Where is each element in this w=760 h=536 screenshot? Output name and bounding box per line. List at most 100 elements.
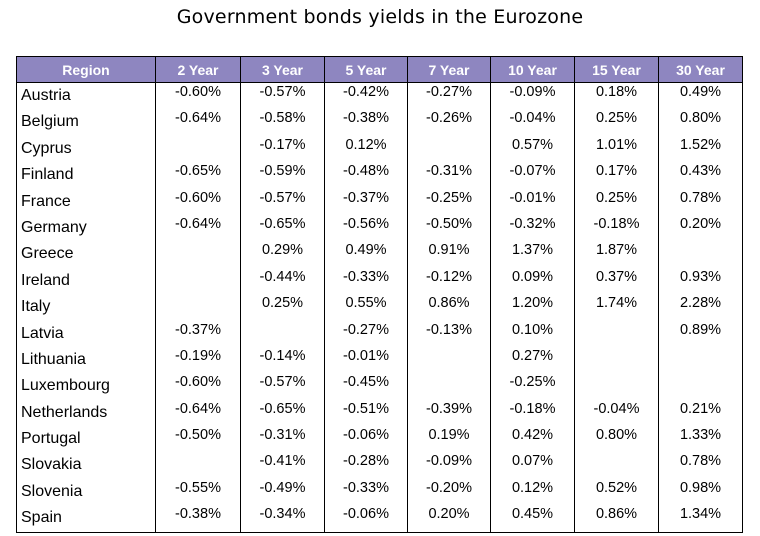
table-row: France -0.60% -0.57% -0.37% -0.25% -0.01% 0.25…: [16, 188, 743, 215]
table-row: Ireland -0.44% -0.33% -0.12% 0.09% 0.37% 0.93%: [16, 267, 743, 295]
yield-cell: -0.33%: [324, 478, 408, 506]
yield-cell: 0.89%: [658, 320, 743, 347]
column-header: 5 Year: [324, 56, 408, 83]
yield-cell: -0.34%: [240, 505, 325, 533]
yield-cell: -0.51%: [324, 399, 408, 427]
yield-cell: 1.01%: [574, 135, 659, 163]
yield-cell: 0.17%: [574, 162, 659, 189]
yield-cell: [574, 452, 659, 479]
yield-cell: 0.20%: [407, 505, 491, 533]
yield-cell: 1.87%: [574, 241, 659, 268]
yield-cell: -0.60%: [155, 82, 241, 110]
table-row: Slovenia -0.55% -0.49% -0.33% -0.20% 0.12% 0.5…: [16, 478, 743, 506]
yield-cell: -0.09%: [407, 452, 491, 479]
column-header: 3 Year: [240, 56, 325, 83]
yield-cell: 0.78%: [658, 188, 743, 215]
table-row: Latvia -0.37% -0.27% -0.13% 0.10% 0.89%: [16, 320, 743, 347]
yield-cell: -0.19%: [155, 346, 241, 374]
region-cell: France: [16, 188, 156, 215]
yield-cell: [574, 320, 659, 347]
yield-cell: 0.12%: [324, 135, 408, 163]
region-cell: Netherlands: [16, 399, 156, 427]
yield-cell: 0.25%: [574, 188, 659, 215]
yield-cell: 0.98%: [658, 478, 743, 506]
region-cell: Germany: [16, 214, 156, 242]
yield-cell: 1.74%: [574, 294, 659, 321]
column-header: 7 Year: [407, 56, 491, 83]
yield-cell: -0.42%: [324, 82, 408, 110]
region-cell: Portugal: [16, 426, 156, 453]
table-row: Austria -0.60% -0.57% -0.42% -0.27% -0.09% 0.1…: [16, 82, 743, 110]
table-row: Greece 0.29% 0.49% 0.91% 1.37% 1.87%: [16, 241, 743, 268]
yield-cell: [155, 241, 241, 268]
region-cell: Slovenia: [16, 478, 156, 506]
yield-cell: -0.12%: [407, 267, 491, 295]
header-row: Region 2 Year 3 Year 5 Year 7 Year 10 Year 15 …: [16, 56, 743, 83]
yield-cell: -0.06%: [324, 505, 408, 533]
yield-cell: -0.31%: [407, 162, 491, 189]
yield-cell: -0.18%: [574, 214, 659, 242]
yield-cell: 0.80%: [658, 109, 743, 136]
yield-cell: -0.17%: [240, 135, 325, 163]
yield-cell: [658, 346, 743, 374]
yield-cell: 0.57%: [490, 135, 575, 163]
yield-cell: 0.43%: [658, 162, 743, 189]
yield-cell: -0.65%: [155, 162, 241, 189]
yield-cell: -0.04%: [490, 109, 575, 136]
yield-cell: -0.44%: [240, 267, 325, 295]
yield-cell: [407, 373, 491, 400]
yield-cell: -0.25%: [407, 188, 491, 215]
yield-cell: 0.27%: [490, 346, 575, 374]
yield-cell: -0.56%: [324, 214, 408, 242]
table-row: Cyprus -0.17% 0.12% 0.57% 1.01% 1.52%: [16, 135, 743, 163]
table-row: Lithuania -0.19% -0.14% -0.01% 0.27%: [16, 346, 743, 374]
yield-cell: [155, 135, 241, 163]
yield-cell: -0.14%: [240, 346, 325, 374]
yield-cell: -0.60%: [155, 373, 241, 400]
region-cell: Latvia: [16, 320, 156, 347]
region-cell: Belgium: [16, 109, 156, 136]
column-header: 30 Year: [658, 56, 743, 83]
yield-cell: 0.07%: [490, 452, 575, 479]
yield-cell: -0.04%: [574, 399, 659, 427]
yield-cell: 0.10%: [490, 320, 575, 347]
yield-cell: 0.25%: [240, 294, 325, 321]
yield-cell: -0.60%: [155, 188, 241, 215]
yield-cell: 0.42%: [490, 426, 575, 453]
yield-cell: [155, 267, 241, 295]
yield-cell: -0.38%: [155, 505, 241, 533]
yield-cell: -0.27%: [324, 320, 408, 347]
yield-cell: -0.48%: [324, 162, 408, 189]
yield-cell: -0.57%: [240, 188, 325, 215]
yield-cell: [407, 346, 491, 374]
table-row: Italy 0.25% 0.55% 0.86% 1.20% 1.74% 2.28%: [16, 294, 743, 321]
column-header: 15 Year: [574, 56, 659, 83]
yield-cell: -0.32%: [490, 214, 575, 242]
table-row: Spain -0.38% -0.34% -0.06% 0.20% 0.45% 0.86% 1.…: [16, 505, 743, 533]
table-row: Belgium -0.64% -0.58% -0.38% -0.26% -0.04% 0.2…: [16, 109, 743, 136]
yield-cell: -0.45%: [324, 373, 408, 400]
yield-cell: 1.52%: [658, 135, 743, 163]
yield-cell: -0.09%: [490, 82, 575, 110]
table-body: Austria -0.60% -0.57% -0.42% -0.27% -0.09% 0.1…: [16, 82, 743, 533]
yield-cell: -0.06%: [324, 426, 408, 453]
yield-cell: 0.55%: [324, 294, 408, 321]
yield-cell: -0.55%: [155, 478, 241, 506]
yield-cell: 0.52%: [574, 478, 659, 506]
yield-cell: -0.50%: [407, 214, 491, 242]
yield-cell: 0.49%: [658, 82, 743, 110]
column-header: 10 Year: [490, 56, 575, 83]
yield-cell: -0.39%: [407, 399, 491, 427]
yield-cell: 0.19%: [407, 426, 491, 453]
yield-cell: -0.57%: [240, 82, 325, 110]
yield-cell: 0.25%: [574, 109, 659, 136]
yield-cell: 0.20%: [658, 214, 743, 242]
yield-cell: -0.64%: [155, 109, 241, 136]
region-cell: Italy: [16, 294, 156, 321]
region-cell: Austria: [16, 82, 156, 110]
yield-cell: 0.49%: [324, 241, 408, 268]
column-header: 2 Year: [155, 56, 241, 83]
region-cell: Spain: [16, 505, 156, 533]
yield-cell: -0.50%: [155, 426, 241, 453]
yield-cell: [407, 135, 491, 163]
